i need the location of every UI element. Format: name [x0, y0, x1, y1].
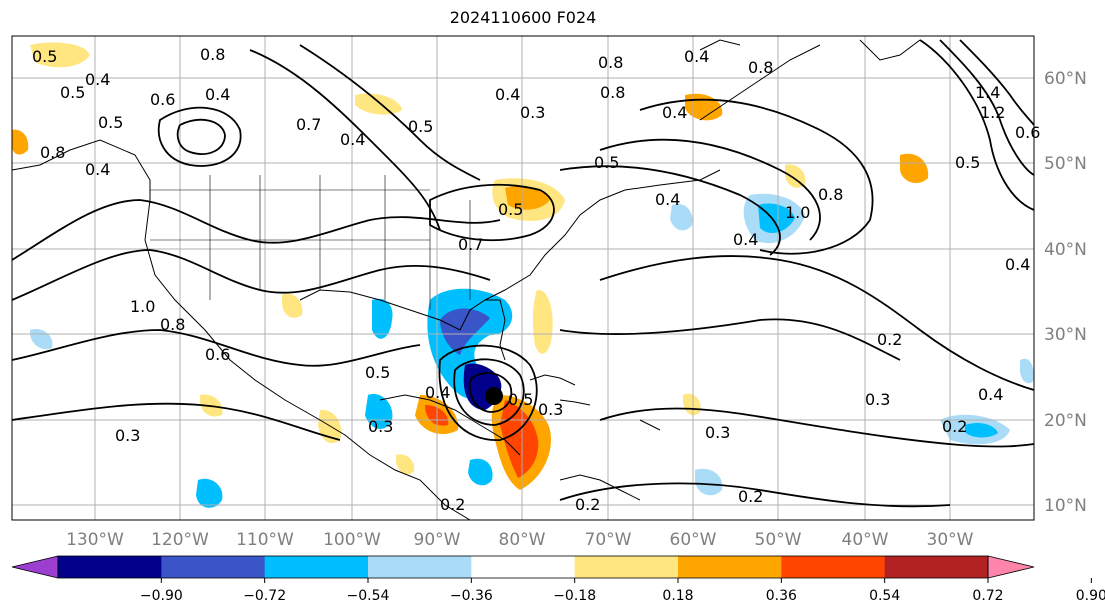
colorbar-tick-label: −0.90 [140, 588, 183, 604]
lon-tick-label: 80°W [499, 530, 546, 550]
colorbar-tick-label: −0.54 [347, 588, 390, 604]
colorbar-segment [368, 556, 472, 578]
contour-label: 0.2 [942, 417, 967, 436]
contour-label: 0.4 [495, 85, 520, 104]
contour-label: 0.4 [340, 130, 365, 149]
colorbar-labels: −0.90 −0.72 −0.54 −0.36 −0.18 0.18 0.36 0.54 0.7… [140, 578, 1105, 604]
contour-label: 1.0 [130, 297, 155, 316]
lon-tick-label: 30°W [927, 530, 974, 550]
colorbar-tick-label: 0.54 [869, 588, 900, 604]
contour-label: 0.8 [748, 58, 773, 77]
colorbar-segment [264, 556, 369, 578]
colorbar-segment [58, 556, 162, 578]
colorbar-segment [884, 556, 989, 578]
contour-label: 0.5 [32, 47, 57, 66]
contour-label: 0.2 [877, 330, 902, 349]
lat-tick-label: 30°N [1044, 325, 1087, 345]
colorbar-tick-label: 0.90 [1076, 588, 1105, 604]
contour-label: 1.0 [785, 203, 810, 222]
lat-tick-label: 10°N [1044, 496, 1087, 516]
contour-label: 0.2 [575, 495, 600, 514]
contour-label: 0.8 [200, 45, 225, 64]
contour-label: 0.5 [594, 153, 619, 172]
lon-tick-label: 130°W [66, 530, 124, 550]
contour-label: 0.7 [296, 115, 321, 134]
contour-label: 0.6 [150, 90, 175, 109]
colorbar-tick-label: 0.36 [766, 588, 797, 604]
lon-tick-label: 110°W [236, 530, 294, 550]
contour-label: 0.3 [538, 400, 563, 419]
contour-label: 0.4 [684, 47, 709, 66]
colorbar-tick-label: 0.18 [662, 588, 693, 604]
lat-tick-label: 40°N [1044, 240, 1087, 260]
contour-label: 0.8 [40, 143, 65, 162]
chart-title: 2024110600 F024 [449, 8, 597, 27]
contour-label: 0.2 [440, 495, 465, 514]
map-area: 0.5 0.4 0.5 0.6 0.4 0.8 0.7 0.4 0.5 0.3 … [11, 35, 1040, 521]
contour-label: 0.4 [85, 70, 110, 89]
colorbar-tick-label: −0.18 [553, 588, 596, 604]
colorbar-tick-label: −0.72 [243, 588, 286, 604]
lon-tick-label: 60°W [670, 530, 717, 550]
contour-label: 0.6 [205, 345, 230, 364]
lat-tick-label: 60°N [1044, 69, 1087, 89]
contour-label: 0.8 [818, 185, 843, 204]
contour-label: 0.8 [598, 53, 623, 72]
contour-label: 0.4 [425, 383, 450, 402]
colorbar-segment [678, 556, 782, 578]
contour-label: 0.5 [498, 200, 523, 219]
lon-tick-label: 50°W [755, 530, 802, 550]
contour-label: 0.4 [1005, 255, 1030, 274]
contour-label: 0.8 [160, 315, 185, 334]
contour-label: 0.7 [458, 235, 483, 254]
colorbar-extend-min [11, 555, 59, 579]
contour-labels: 0.5 0.4 0.5 0.6 0.4 0.8 0.7 0.4 0.5 0.3 … [32, 45, 1040, 514]
lon-tick-label: 40°W [842, 530, 889, 550]
contour-label: 1.2 [980, 103, 1005, 122]
contour-label: 0.4 [733, 230, 758, 249]
colorbar-segment [781, 556, 886, 578]
colorbar-segment [574, 556, 679, 578]
lon-tick-label: 120°W [151, 530, 209, 550]
lat-tick-label: 20°N [1044, 411, 1087, 431]
contour-label: 1.4 [975, 83, 1000, 102]
lon-tick-label: 70°W [585, 530, 632, 550]
contours [11, 39, 1035, 508]
colorbar-segment [471, 556, 576, 578]
contour-label: 0.4 [205, 85, 230, 104]
contour-label: 0.5 [408, 117, 433, 136]
contour-label: 0.4 [978, 385, 1003, 404]
colorbar-extend-max [987, 555, 1035, 579]
colorbar-tick-label: 0.72 [972, 588, 1003, 604]
contour-label: 0.5 [955, 153, 980, 172]
colorbar-segment [161, 556, 266, 578]
lon-axis: 130°W 120°W 110°W 100°W 90°W 80°W 70°W 6… [66, 530, 974, 550]
contour-label: 0.5 [508, 390, 533, 409]
contour-label: 0.4 [85, 160, 110, 179]
contour-label: 0.5 [98, 113, 123, 132]
lon-tick-label: 100°W [323, 530, 381, 550]
contour-label: 0.3 [368, 417, 393, 436]
coastlines [11, 39, 921, 521]
contour-label: 0.3 [865, 390, 890, 409]
colorbar-outline [57, 555, 989, 579]
colorbar-tick-label: −0.36 [450, 588, 493, 604]
contour-label: 0.5 [365, 363, 390, 382]
contour-label: 0.3 [520, 103, 545, 122]
contour-label: 0.4 [662, 103, 687, 122]
lat-axis: 60°N 50°N 40°N 30°N 20°N 10°N [1044, 69, 1087, 516]
lat-tick-label: 50°N [1044, 154, 1087, 174]
contour-label: 0.5 [60, 83, 85, 102]
contour-label: 0.3 [705, 423, 730, 442]
contour-label: 0.6 [1015, 123, 1040, 142]
hurricane-center-marker [485, 387, 503, 405]
map-border [11, 35, 1035, 521]
colorbar [11, 555, 1035, 579]
lon-tick-label: 90°W [414, 530, 461, 550]
contour-label: 0.2 [738, 487, 763, 506]
contour-label: 0.8 [600, 83, 625, 102]
contour-label: 0.4 [655, 190, 680, 209]
contour-label: 0.3 [115, 426, 140, 445]
